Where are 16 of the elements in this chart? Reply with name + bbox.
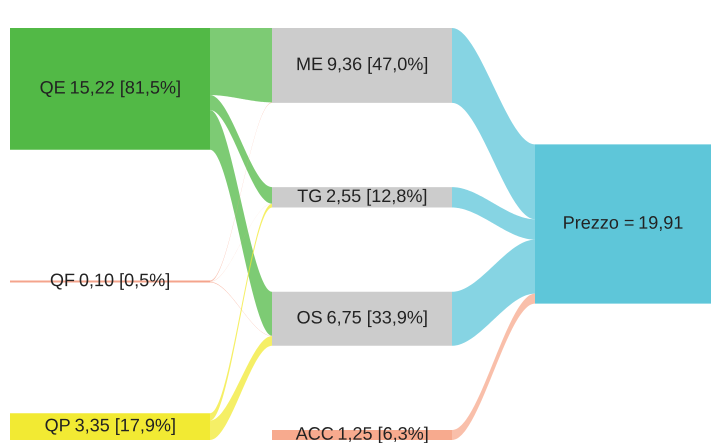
data-label: 0,10 [0,5%] [80,273,169,290]
data-label: 15,22 [81,5%] [71,80,180,98]
category-label: QF [50,274,74,290]
data-label: 2,55 [12,8%] [326,188,426,206]
data-label: 9,36 [47,0%] [328,57,428,74]
category-label: TG [298,189,321,202]
data-label: 1,25 [6,3%] [338,426,428,443]
data-label: 6,75 [33,9%] [327,310,427,328]
category-label: QP [45,418,70,435]
category-label: ACC [296,427,334,440]
category-label: ME [297,58,322,70]
category-label: QE [40,80,65,97]
category-label: Prezzo = [564,216,634,229]
category-label: OS [297,310,322,324]
data-label: 19,91 [640,216,682,231]
data-label: 3,35 [17,9%] [75,418,175,436]
